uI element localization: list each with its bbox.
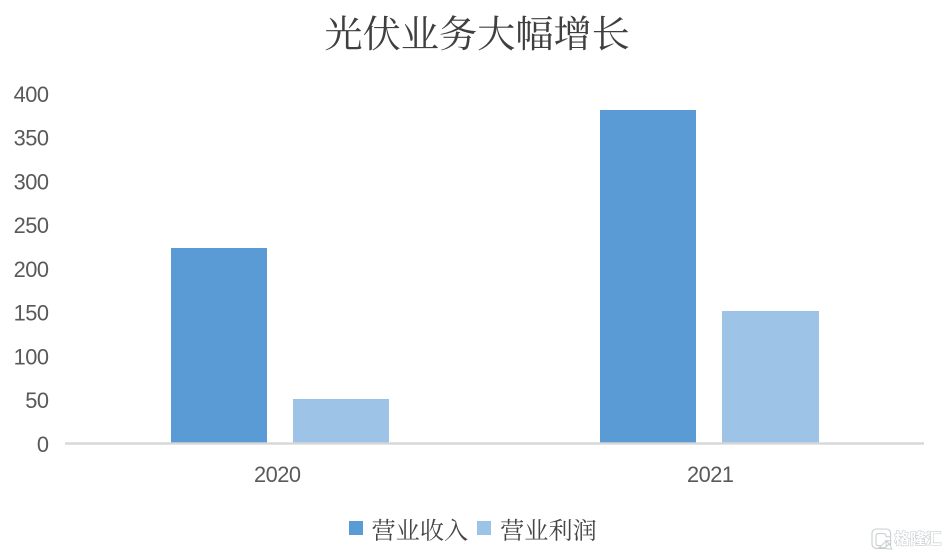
svg-text:100: 100 — [14, 344, 49, 369]
svg-text:0: 0 — [37, 432, 49, 457]
svg-text:2021: 2021 — [687, 462, 734, 487]
svg-text:350: 350 — [14, 126, 49, 151]
svg-text:150: 150 — [14, 301, 49, 326]
svg-text:250: 250 — [14, 213, 49, 238]
svg-text:50: 50 — [25, 388, 49, 413]
svg-text:200: 200 — [14, 257, 49, 282]
svg-text:2020: 2020 — [254, 462, 301, 487]
svg-text:300: 300 — [14, 169, 49, 194]
svg-text:400: 400 — [14, 82, 49, 107]
